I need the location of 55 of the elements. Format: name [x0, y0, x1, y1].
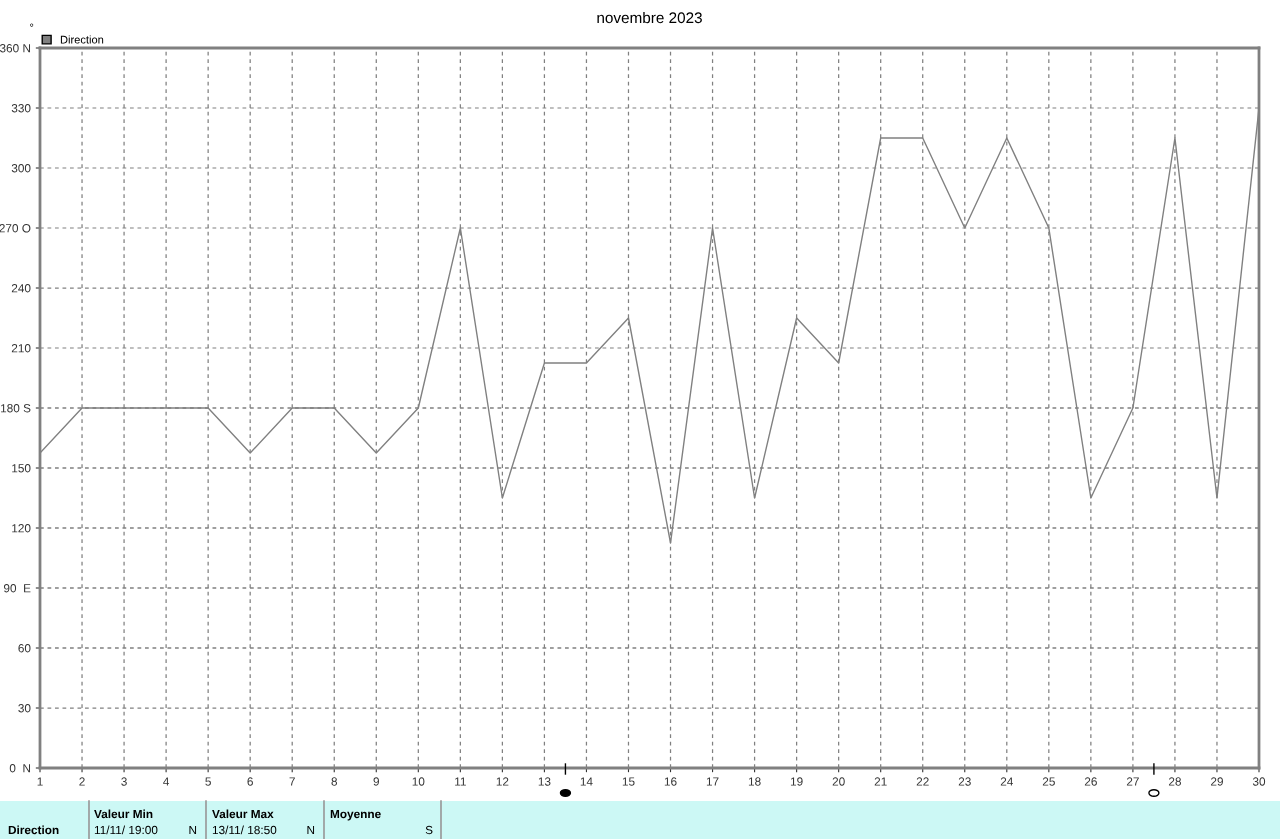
y-tick-label: 210 [11, 344, 31, 353]
y-tick-label: 360 N [0, 44, 31, 53]
y-tick-label: 90 E [3, 584, 31, 593]
x-tick-label: 25 [1042, 777, 1055, 786]
text: N [307, 825, 315, 835]
x-tick-label: 3 [121, 777, 127, 786]
x-tick-label: 12 [496, 777, 509, 786]
x-tick-label: 5 [205, 777, 211, 786]
x-tick-label: 16 [664, 777, 677, 786]
text: 11/11/ 19:00 [94, 825, 158, 835]
y-tick-label: 330 [11, 104, 31, 113]
y-tick-label: 180 S [1, 404, 31, 413]
y-tick-label: 60 [18, 644, 31, 653]
x-tick-label: 1 [37, 777, 43, 786]
y-tick-label: 300 [11, 164, 31, 173]
text: N [189, 825, 197, 835]
legend-label: Direction [60, 35, 104, 44]
text: 13/11/ 18:50 [212, 825, 277, 835]
y-tick-label: 240 [11, 284, 31, 293]
x-tick-label: 23 [958, 777, 971, 786]
text: Direction [8, 825, 59, 835]
x-tick-label: 21 [874, 777, 887, 786]
y-tick-label: 150 [12, 464, 31, 473]
x-tick-label: 30 [1252, 777, 1266, 786]
x-tick-label: 27 [1126, 777, 1139, 786]
y-tick-label: 270 O [0, 224, 31, 233]
text: Moyenne [330, 809, 381, 821]
y-axis-title: ° [30, 23, 34, 27]
x-tick-label: 7 [289, 777, 295, 786]
text: S [425, 825, 433, 835]
x-tick-label: 13 [538, 777, 551, 786]
x-tick-label: 29 [1210, 777, 1223, 786]
text: Valeur Min [94, 809, 153, 819]
y-tick-label: 30 [18, 704, 31, 713]
x-tick-label: 24 [1000, 777, 1014, 786]
x-tick-label: 19 [790, 777, 803, 786]
x-tick-label: 15 [622, 777, 635, 786]
x-tick-label: 26 [1084, 777, 1097, 786]
text: Valeur Max [212, 809, 274, 819]
x-tick-label: 11 [455, 777, 466, 786]
x-tick-label: 8 [331, 777, 338, 786]
x-tick-label: 14 [580, 777, 593, 786]
x-tick-label: 28 [1168, 777, 1181, 786]
x-tick-label: 9 [373, 777, 379, 786]
x-tick-label: 17 [706, 777, 719, 786]
x-tick-label: 10 [412, 777, 425, 786]
y-tick-label: 0 N [9, 764, 31, 773]
x-tick-label: 20 [832, 777, 845, 786]
y-tick-label: 120 [12, 524, 31, 533]
x-tick-label: 4 [163, 777, 170, 786]
x-tick-label: 18 [748, 777, 761, 786]
chart-title: novembre 2023 [597, 11, 702, 24]
x-tick-label: 2 [79, 777, 85, 786]
x-tick-label: 6 [247, 777, 253, 786]
x-tick-label: 22 [916, 777, 929, 786]
